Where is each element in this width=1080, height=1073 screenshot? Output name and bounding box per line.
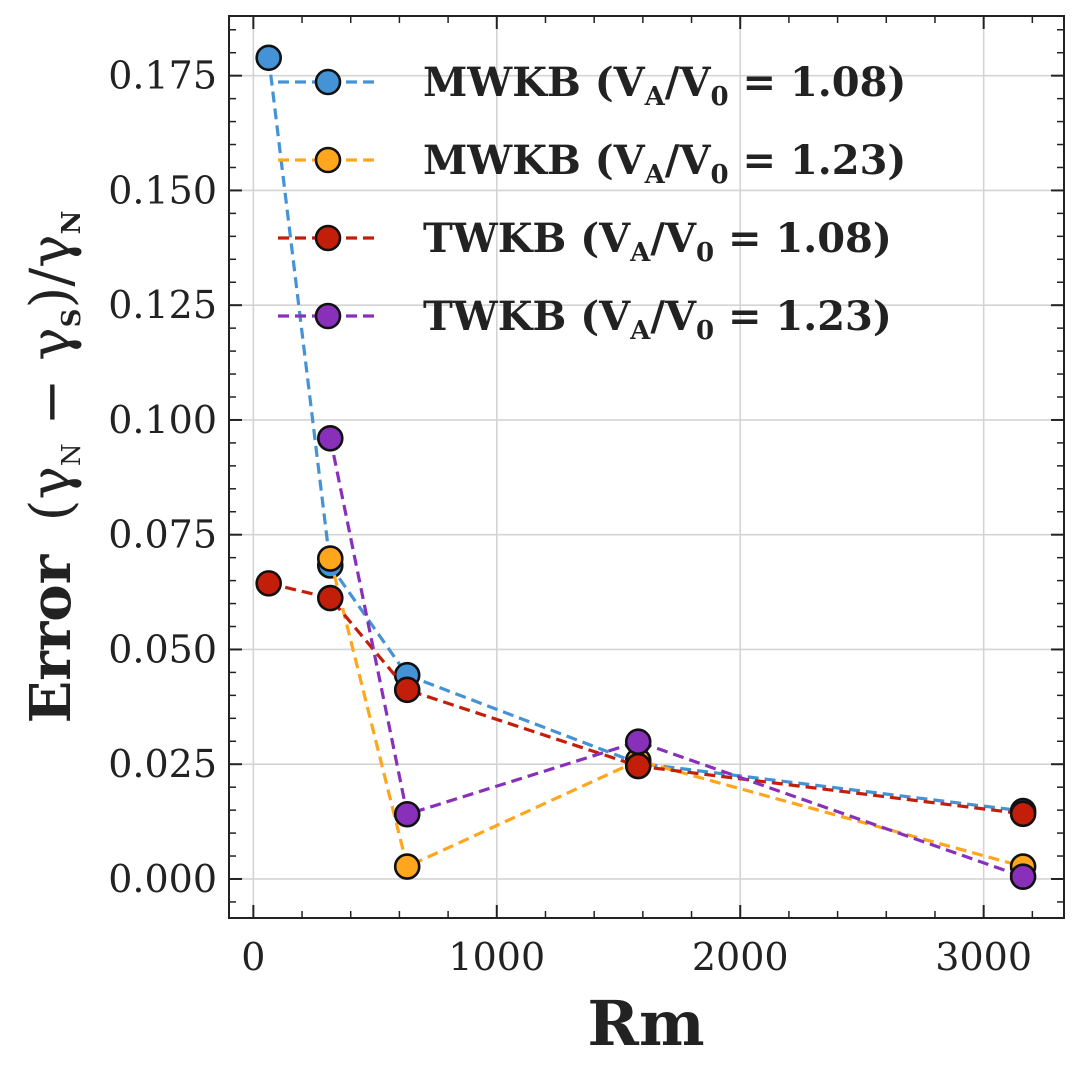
x-tick-label: 0: [241, 935, 265, 979]
y-tick-label: 0.025: [108, 742, 217, 786]
legend-label-part: MWKB (V: [423, 137, 646, 184]
series-line: [267, 57, 1024, 813]
series-line: [328, 558, 1024, 869]
y-axis-title-expr-open: (γ: [19, 466, 84, 521]
y-axis-title-expr-close: )/γ: [19, 234, 84, 308]
data-point: [316, 425, 344, 452]
data-point: [393, 676, 421, 704]
y-axis-title-main: Error: [18, 553, 84, 723]
legend-label-part: 0: [711, 160, 729, 190]
legend-label-part: A: [644, 82, 666, 112]
plot-frame: [228, 15, 1065, 919]
legend-label-part: /V: [650, 293, 697, 340]
y-tick-label: 0.125: [108, 283, 217, 327]
legend-label-part: 0: [696, 316, 714, 346]
legend-label-part: A: [629, 238, 651, 268]
y-tick-label: 0.050: [108, 627, 217, 671]
y-tick-label: 0.075: [108, 513, 217, 557]
grid: [229, 16, 1064, 918]
data-point: [255, 570, 282, 597]
legend-label: MWKB (VA/V0 = 1.08): [423, 59, 906, 112]
legend-marker: [314, 68, 342, 96]
y-tick-label: 0.175: [108, 54, 217, 98]
legend-label-part: A: [629, 316, 651, 346]
tick-labels: 0.000 0.025 0.050 0.075 0.100 0.125 0.150 0.175…: [108, 54, 1032, 979]
y-axis-title-sub2: S: [57, 309, 87, 328]
legend-label-part: = 1.08): [729, 59, 907, 106]
legend-label-part: TWKB (V: [423, 293, 631, 340]
legend-entry: TWKB (VA/V0 = 1.08): [278, 215, 892, 268]
legend-label: TWKB (VA/V0 = 1.08): [423, 215, 892, 268]
data-point: [624, 728, 652, 756]
legend-entry: TWKB (VA/V0 = 1.23): [278, 293, 892, 346]
legend-label-part: = 1.23): [729, 137, 907, 184]
y-axis-title-sub3: N: [57, 211, 87, 235]
legend-label-part: A: [644, 160, 666, 190]
data-point: [255, 44, 282, 72]
legend-label-part: 0: [696, 238, 714, 268]
legend-label-part: = 1.08): [714, 215, 892, 262]
legend-marker: [314, 224, 342, 252]
legend-marker: [314, 302, 342, 330]
legend-label-part: /V: [665, 59, 712, 106]
legend-label: MWKB (VA/V0 = 1.23): [423, 137, 906, 190]
legend-entry: MWKB (VA/V0 = 1.08): [278, 59, 906, 112]
series-line: [268, 581, 1024, 816]
y-tick-label: 0.100: [108, 398, 217, 442]
data-point: [316, 584, 344, 612]
series-line: [328, 437, 1024, 879]
y-tick-label: 0.000: [108, 857, 217, 901]
data-point: [624, 752, 652, 780]
y-axis-title-minus: − γ: [19, 327, 84, 443]
legend-label-part: 0: [711, 82, 729, 112]
legend-label: TWKB (VA/V0 = 1.23): [423, 293, 892, 346]
x-tick-label: 3000: [935, 935, 1032, 979]
data-point: [1009, 863, 1037, 890]
x-axis-title: Rm: [587, 987, 704, 1060]
series-4: [316, 425, 1037, 890]
legend: MWKB (VA/V0 = 1.08)MWKB (VA/V0 = 1.23)TW…: [278, 59, 906, 346]
y-axis-title: Error (γN − γS)/γN: [18, 211, 87, 724]
legend-label-part: = 1.23): [714, 293, 892, 340]
data-point: [393, 800, 421, 828]
legend-marker: [314, 146, 342, 174]
series-2: [316, 545, 1037, 880]
legend-label-part: MWKB (V: [423, 59, 646, 106]
series-3: [255, 570, 1037, 828]
x-tick-label: 1000: [448, 935, 545, 979]
data-point: [1009, 800, 1037, 828]
legend-label-part: /V: [650, 215, 697, 262]
y-axis-title-sub1: N: [57, 443, 87, 466]
legend-entry: MWKB (VA/V0 = 1.23): [278, 137, 906, 190]
legend-label-part: TWKB (V: [423, 215, 631, 262]
data-point: [393, 853, 421, 880]
ticks: [229, 16, 1064, 918]
y-tick-label: 0.150: [108, 168, 217, 212]
series-layer: [255, 44, 1037, 890]
x-tick-label: 2000: [692, 935, 789, 979]
legend-label-part: /V: [665, 137, 712, 184]
data-point: [316, 545, 344, 572]
